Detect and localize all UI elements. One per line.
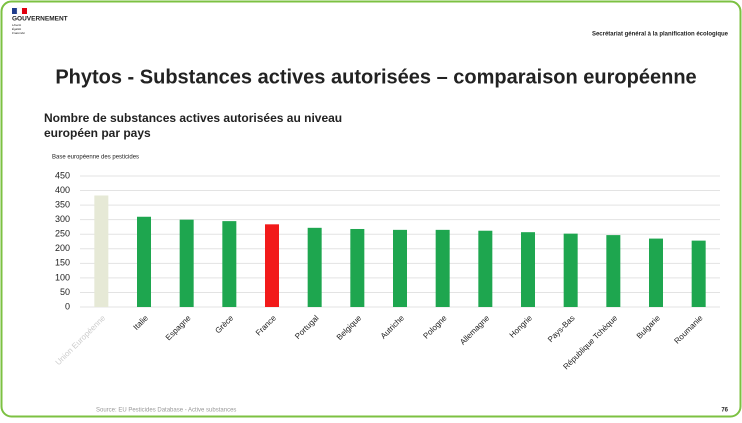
page-number: 76 [721,408,728,414]
y-tick-label: 0 [65,301,70,311]
bar [393,229,407,307]
bar [606,235,621,307]
chart-title: Nombre de substances actives autorisées … [44,111,342,125]
y-tick-label: 100 [55,272,70,282]
header: Secrétariat général à la planification é… [592,32,729,38]
y-tick-label: 50 [60,287,70,297]
bar [649,238,663,307]
motto: Égalité [12,26,22,31]
chart-title: européen par pays [44,126,151,140]
bar [137,216,151,307]
bar [350,228,365,307]
bar [265,224,279,307]
y-tick-label: 250 [55,229,70,239]
bar [307,227,322,307]
y-tick-label: 350 [55,199,70,209]
bar [435,229,450,307]
logo-text: GOUVERNEMENT [12,16,68,23]
chart-subtitle: Base européenne des pesticides [52,155,139,161]
slide-title: Phytos - Substances actives autorisées –… [55,66,696,88]
bar [521,232,535,307]
flag-red [22,8,27,14]
motto: Fraternité [12,31,25,35]
bar [691,240,706,307]
source: Source: EU Pesticides Database - Active … [96,408,236,414]
y-tick-label: 150 [55,258,70,268]
y-tick-label: 200 [55,243,70,253]
bar [94,195,109,307]
bar [179,219,194,307]
bar [222,221,237,307]
motto: Liberté [12,23,22,27]
y-tick-label: 300 [55,214,70,224]
y-tick-label: 450 [55,170,70,180]
flag-white [16,7,23,15]
bar [478,230,493,307]
flag-blue [12,8,17,14]
y-tick-label: 400 [55,185,70,195]
bar [563,233,578,307]
